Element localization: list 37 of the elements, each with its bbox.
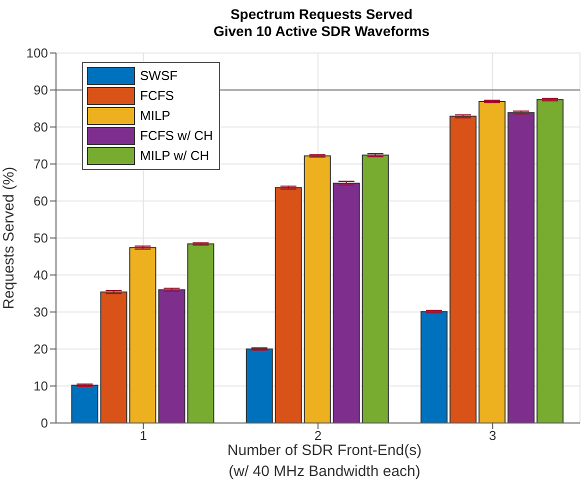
bar: [304, 155, 331, 423]
bar: [478, 100, 506, 423]
y-tick-label: 10: [34, 378, 48, 394]
x-tick-label: 1: [140, 428, 147, 444]
bar: [100, 292, 128, 423]
chart-title: Spectrum Requests Served Given 10 Active SDR Waveforms: [212, 6, 431, 40]
y-tick-label: 50: [34, 230, 48, 246]
legend-label: MILP w/ CH: [140, 147, 210, 165]
y-tick-label: 20: [34, 342, 48, 357]
bar: [362, 154, 389, 423]
bar: [71, 384, 98, 423]
x-axis-title: Number of SDR Front-End(s) (w/ 40 MHz Bandwidth each): [227, 442, 422, 480]
bar: [536, 99, 564, 423]
legend-label: FCFS w/ CH: [140, 127, 213, 145]
y-tick-label: 70: [34, 156, 48, 172]
y-tick-label: 80: [34, 120, 48, 135]
bar: [450, 116, 477, 423]
y-tick-label: 0: [40, 416, 48, 431]
bar: [187, 243, 214, 423]
y-tick-label: 90: [34, 82, 48, 98]
y-tick-label: 40: [34, 268, 48, 283]
y-tick-label: 100: [26, 46, 48, 61]
y-tick-label: 60: [34, 194, 48, 209]
bar: [246, 348, 273, 423]
x-tick-label: 3: [489, 428, 496, 444]
legend-label: SWSF: [140, 67, 178, 85]
bar: [508, 112, 535, 423]
bar: [332, 182, 360, 423]
bar: [158, 289, 186, 423]
legend-label: MILP: [140, 107, 170, 125]
y-tick-label: 30: [34, 304, 48, 320]
x-tick-label: 2: [314, 428, 322, 444]
legend-label: FCFS: [140, 87, 174, 105]
bar: [274, 187, 302, 423]
bar: [420, 311, 448, 423]
y-axis-title: Requests Served (%): [0, 166, 18, 310]
bar: [129, 247, 156, 423]
